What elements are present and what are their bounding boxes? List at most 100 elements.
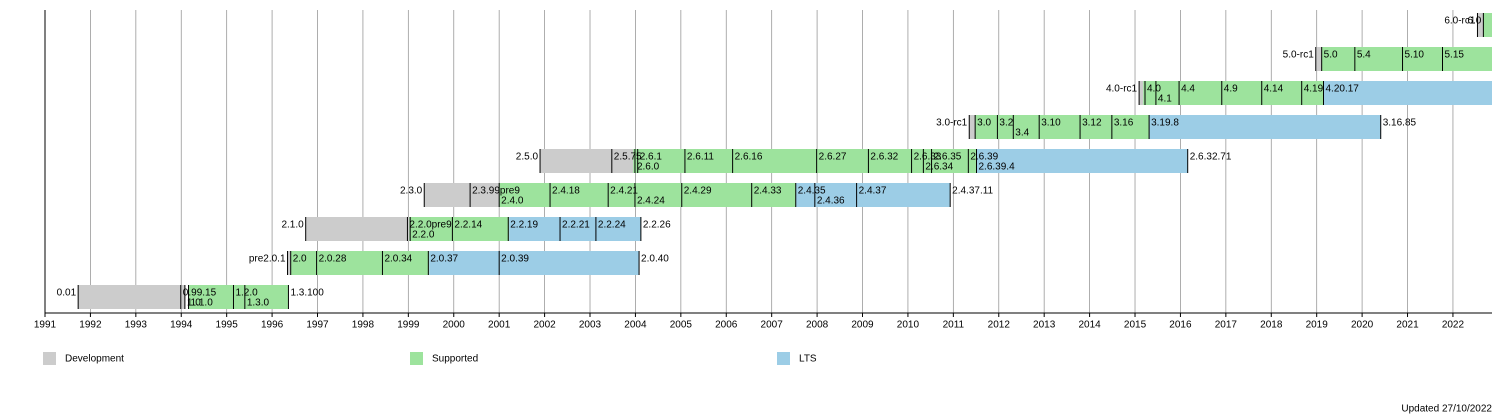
release-label: 4.14	[1264, 84, 1284, 95]
release-label: 3.4	[1015, 128, 1029, 139]
release-label: 2.5.0	[516, 152, 539, 163]
x-tick-label: 2006	[715, 320, 738, 331]
x-tick-label: 2016	[1169, 320, 1192, 331]
legend-swatch	[43, 352, 56, 365]
release-label: 2.6.32	[870, 152, 898, 163]
release-label: 2.2.24	[598, 220, 626, 231]
x-tick-label: 1995	[216, 320, 239, 331]
release-label: 3.0	[977, 118, 991, 129]
footnote: Updated 27/10/2022	[1401, 404, 1492, 415]
x-tick-label: 2004	[624, 320, 647, 331]
segment	[305, 217, 410, 241]
segment	[976, 149, 1188, 173]
segment	[424, 183, 500, 207]
segment	[975, 115, 1150, 139]
release-label: 0.01	[57, 288, 77, 299]
release-label: 2.0.40	[641, 254, 669, 265]
legend-label: LTS	[799, 354, 817, 365]
release-label: 2.2.0pre9	[409, 220, 452, 231]
release-label: 4.9	[1224, 84, 1238, 95]
segment	[1483, 13, 1492, 37]
release-label: 2.1.0	[281, 220, 304, 231]
release-label: 0.99.15	[183, 288, 217, 299]
x-tick-label: 2010	[897, 320, 920, 331]
segment	[1143, 81, 1324, 105]
x-tick-label: 2005	[670, 320, 693, 331]
release-label: 2.6.0	[637, 162, 660, 173]
release-label: 3.19.8	[1151, 118, 1179, 129]
x-tick-label: 2019	[1306, 320, 1329, 331]
release-label: 2.0	[293, 254, 307, 265]
segment	[429, 251, 640, 275]
release-label: 1.3.100	[290, 288, 324, 299]
release-label: 3.16	[1114, 118, 1134, 129]
release-label: 2.4.36	[817, 196, 845, 207]
release-label: 2.6.1	[640, 152, 663, 163]
release-label: 3.0-rc1	[936, 118, 968, 129]
release-label: 2.6.27	[819, 152, 847, 163]
segment	[1149, 115, 1381, 139]
release-label: 2.6.39.4	[979, 162, 1016, 173]
release-label: 2.0.28	[319, 254, 347, 265]
release-label: 5.15	[1444, 50, 1464, 61]
segment	[287, 251, 291, 275]
release-label: 3.2	[999, 118, 1013, 129]
release-label: 4.0	[1147, 84, 1161, 95]
x-tick-label: 1992	[79, 320, 102, 331]
release-label: 2.2.19	[510, 220, 538, 231]
release-label: 5.0	[1324, 50, 1338, 61]
release-label: 2.6.39	[970, 152, 998, 163]
release-label: 1.3.0	[247, 298, 270, 309]
x-tick-label: 2000	[443, 320, 466, 331]
release-label: 5.0-rc1	[1283, 50, 1315, 61]
release-label: 1.2.0	[235, 288, 258, 299]
x-tick-label: 1991	[34, 320, 57, 331]
release-label: 6.0-rc1	[1444, 16, 1476, 27]
segment	[1139, 81, 1144, 105]
segment	[1323, 81, 1492, 105]
release-label: 4.19	[1304, 84, 1324, 95]
x-tick-label: 1996	[261, 320, 284, 331]
release-label: 2.4.37	[859, 186, 887, 197]
release-label: 3.10	[1041, 118, 1061, 129]
release-label: 5.4	[1357, 50, 1371, 61]
x-tick-label: 2002	[533, 320, 556, 331]
x-tick-label: 2020	[1351, 320, 1374, 331]
x-tick-label: 2021	[1396, 320, 1419, 331]
release-label: 2.6.32.71	[1190, 152, 1232, 163]
release-label: 2.4.33	[754, 186, 782, 197]
release-label: 2.6.11	[687, 152, 714, 163]
release-label: 2.6.35	[934, 152, 962, 163]
release-label: 2.0.34	[384, 254, 412, 265]
x-tick-label: 2022	[1442, 320, 1465, 331]
release-label: 3.12	[1082, 118, 1102, 129]
release-label: 1.0	[187, 298, 201, 309]
release-label: 4.1	[1158, 94, 1172, 105]
segment	[795, 183, 951, 207]
legend-label: Development	[65, 354, 124, 365]
release-label: 6.0	[1467, 16, 1481, 27]
segment	[509, 217, 641, 241]
segment	[78, 285, 185, 309]
release-label: 3.16.85	[1383, 118, 1417, 129]
release-label: 2.4.29	[684, 186, 712, 197]
x-tick-label: 1993	[125, 320, 148, 331]
release-label: 2.2.26	[643, 220, 671, 231]
segment	[188, 285, 289, 309]
segment	[1315, 47, 1322, 71]
release-label: 2.5.75	[614, 152, 642, 163]
legend-label: Supported	[432, 354, 478, 365]
x-tick-label: 1999	[397, 320, 420, 331]
x-tick-label: 2011	[943, 320, 965, 331]
segment	[1477, 13, 1484, 37]
segment	[633, 149, 977, 173]
x-tick-label: 2012	[988, 320, 1011, 331]
x-tick-label: 2009	[851, 320, 874, 331]
legend-swatch	[777, 352, 790, 365]
x-tick-label: 2001	[488, 320, 511, 331]
x-tick-label: 2014	[1078, 320, 1101, 331]
release-label: 2.0.37	[430, 254, 458, 265]
release-label: 2.2.21	[562, 220, 590, 231]
release-label: 2.3.0	[400, 186, 423, 197]
